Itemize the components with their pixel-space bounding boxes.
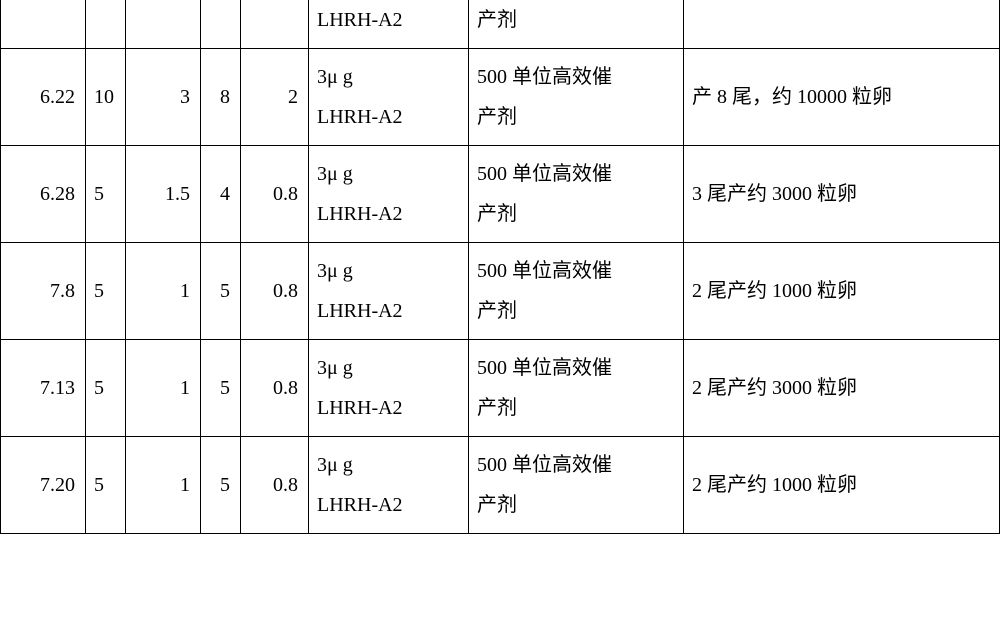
table-row: 7.13 5 1 5 0.8 3μ gLHRH-A2 500 单位高效催产剂 2… — [1, 340, 1000, 437]
dose-cell: 3μ gLHRH-A2 — [309, 437, 469, 534]
val-a-cell: 10 — [86, 49, 126, 146]
stub-cell — [201, 0, 241, 49]
agent-cell: 500 单位高效催产剂 — [469, 243, 684, 340]
dose-cell: 3μ gLHRH-A2 — [309, 243, 469, 340]
agent-cell: 500 单位高效催产剂 — [469, 340, 684, 437]
date-cell: 7.8 — [1, 243, 86, 340]
val-a-cell: 5 — [86, 340, 126, 437]
val-c-cell: 4 — [201, 146, 241, 243]
agent-cell: 500 单位高效催产剂 — [469, 437, 684, 534]
val-b-cell: 1 — [126, 437, 201, 534]
val-d-cell: 0.8 — [241, 340, 309, 437]
stub-cell — [684, 0, 1000, 49]
result-cell: 2 尾产约 1000 粒卵 — [684, 437, 1000, 534]
dose-cell: 3μ gLHRH-A2 — [309, 340, 469, 437]
val-a-cell: 5 — [86, 243, 126, 340]
stub-cell — [241, 0, 309, 49]
val-a-cell: 5 — [86, 437, 126, 534]
val-d-cell: 2 — [241, 49, 309, 146]
stub-cell — [86, 0, 126, 49]
table-row: 7.8 5 1 5 0.8 3μ gLHRH-A2 500 单位高效催产剂 2 … — [1, 243, 1000, 340]
val-b-cell: 1 — [126, 340, 201, 437]
val-d-cell: 0.8 — [241, 437, 309, 534]
dose-cell: 3μ gLHRH-A2 — [309, 146, 469, 243]
dose-cell: 3μ gLHRH-A2 — [309, 49, 469, 146]
date-cell: 7.13 — [1, 340, 86, 437]
stub-agent-cell: 产剂 — [469, 0, 684, 49]
result-cell: 2 尾产约 1000 粒卵 — [684, 243, 1000, 340]
val-c-cell: 5 — [201, 437, 241, 534]
val-d-cell: 0.8 — [241, 243, 309, 340]
val-b-cell: 3 — [126, 49, 201, 146]
result-cell: 2 尾产约 3000 粒卵 — [684, 340, 1000, 437]
table-row: 6.22 10 3 8 2 3μ gLHRH-A2 500 单位高效催产剂 产 … — [1, 49, 1000, 146]
val-c-cell: 5 — [201, 340, 241, 437]
stub-dose-cell: LHRH-A2 — [309, 0, 469, 49]
val-c-cell: 8 — [201, 49, 241, 146]
val-b-cell: 1.5 — [126, 146, 201, 243]
table-row: 6.28 5 1.5 4 0.8 3μ gLHRH-A2 500 单位高效催产剂… — [1, 146, 1000, 243]
data-table: LHRH-A2 产剂 6.22 10 3 8 2 3μ gLHRH-A2 500… — [0, 0, 1000, 534]
stub-cell — [1, 0, 86, 49]
agent-cell: 500 单位高效催产剂 — [469, 146, 684, 243]
table-stub-row: LHRH-A2 产剂 — [1, 0, 1000, 49]
val-b-cell: 1 — [126, 243, 201, 340]
date-cell: 7.20 — [1, 437, 86, 534]
result-cell: 产 8 尾，约 10000 粒卵 — [684, 49, 1000, 146]
table-row: 7.20 5 1 5 0.8 3μ gLHRH-A2 500 单位高效催产剂 2… — [1, 437, 1000, 534]
agent-cell: 500 单位高效催产剂 — [469, 49, 684, 146]
date-cell: 6.28 — [1, 146, 86, 243]
result-cell: 3 尾产约 3000 粒卵 — [684, 146, 1000, 243]
val-a-cell: 5 — [86, 146, 126, 243]
date-cell: 6.22 — [1, 49, 86, 146]
val-d-cell: 0.8 — [241, 146, 309, 243]
val-c-cell: 5 — [201, 243, 241, 340]
stub-cell — [126, 0, 201, 49]
